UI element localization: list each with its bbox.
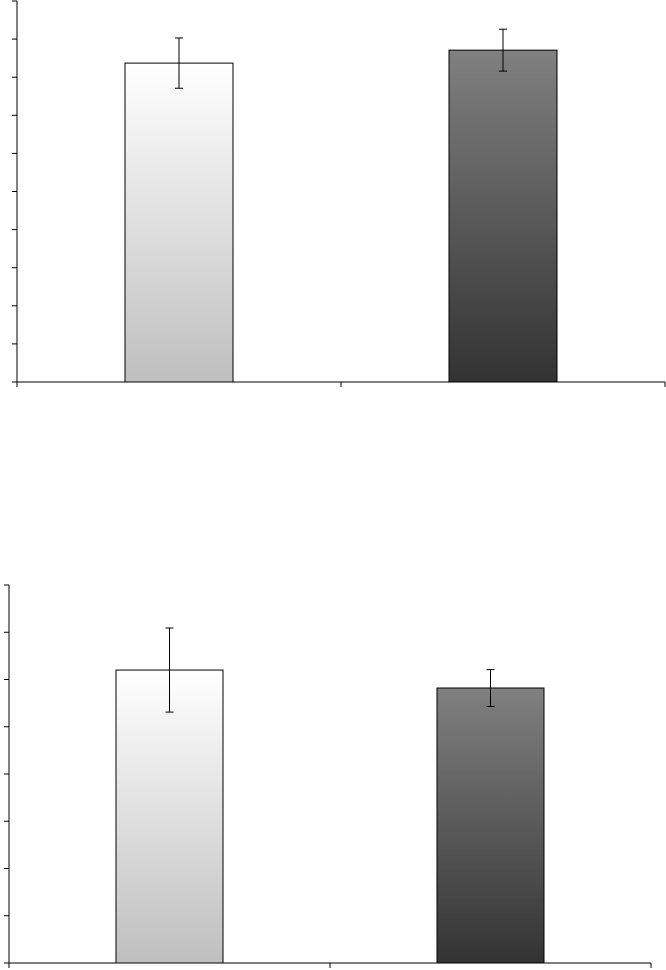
bar: [436, 687, 545, 964]
bar: [448, 49, 558, 383]
bar: [124, 62, 234, 383]
bar: [115, 669, 224, 964]
